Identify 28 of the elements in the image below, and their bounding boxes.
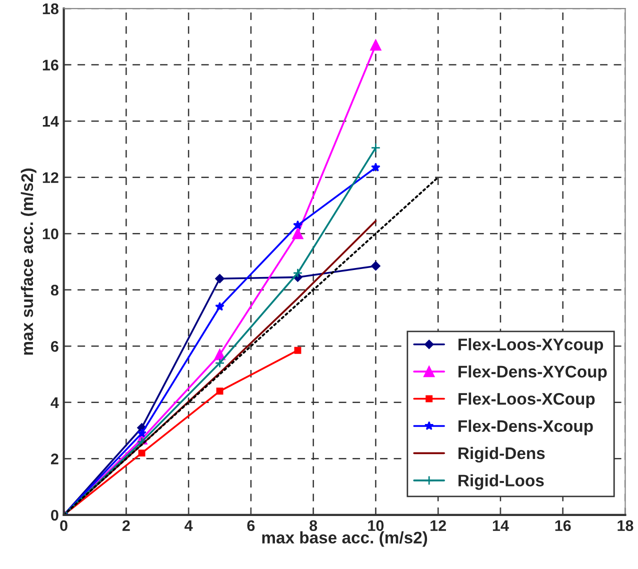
legend-label: Flex-Dens-XYCoup xyxy=(458,365,607,381)
y-tick-label: 0 xyxy=(51,510,58,521)
legend-label: Flex-Dens-Xcoup xyxy=(458,420,593,436)
y-tick-label: 6 xyxy=(51,341,58,352)
y-tick-label: 14 xyxy=(42,116,59,127)
legend-label: Rigid-Dens xyxy=(458,446,545,463)
x-tick-label: 4 xyxy=(184,520,193,531)
y-tick-label: 18 xyxy=(42,3,58,14)
x-tick-label: 0 xyxy=(60,520,68,532)
x-tick-label: 12 xyxy=(430,520,446,531)
legend-label: Flex-Loos-XYcoup xyxy=(458,338,604,354)
y-tick-label: 4 xyxy=(50,397,59,408)
x-tick-label: 14 xyxy=(492,520,509,531)
x-tick-label: 6 xyxy=(247,520,255,532)
x-tick-label: 2 xyxy=(122,520,130,531)
x-tick-label: 8 xyxy=(310,520,318,532)
x-axis-title: max base acc. (m/s2) xyxy=(262,531,428,547)
y-tick-label: 12 xyxy=(42,172,58,183)
x-tick-label: 10 xyxy=(368,520,384,532)
legend-label: Flex-Loos-XCoup xyxy=(458,392,595,408)
x-tick-label: 16 xyxy=(555,520,571,532)
y-tick-label: 16 xyxy=(42,60,58,70)
legend-label: Rigid-Loos xyxy=(458,474,544,490)
y-axis-title: max surface acc. (m/s2) xyxy=(20,168,36,355)
y-tick-label: 2 xyxy=(50,454,58,464)
x-tick-label: 18 xyxy=(618,520,634,532)
y-tick-label: 8 xyxy=(50,284,58,296)
y-tick-label: 10 xyxy=(42,228,58,240)
